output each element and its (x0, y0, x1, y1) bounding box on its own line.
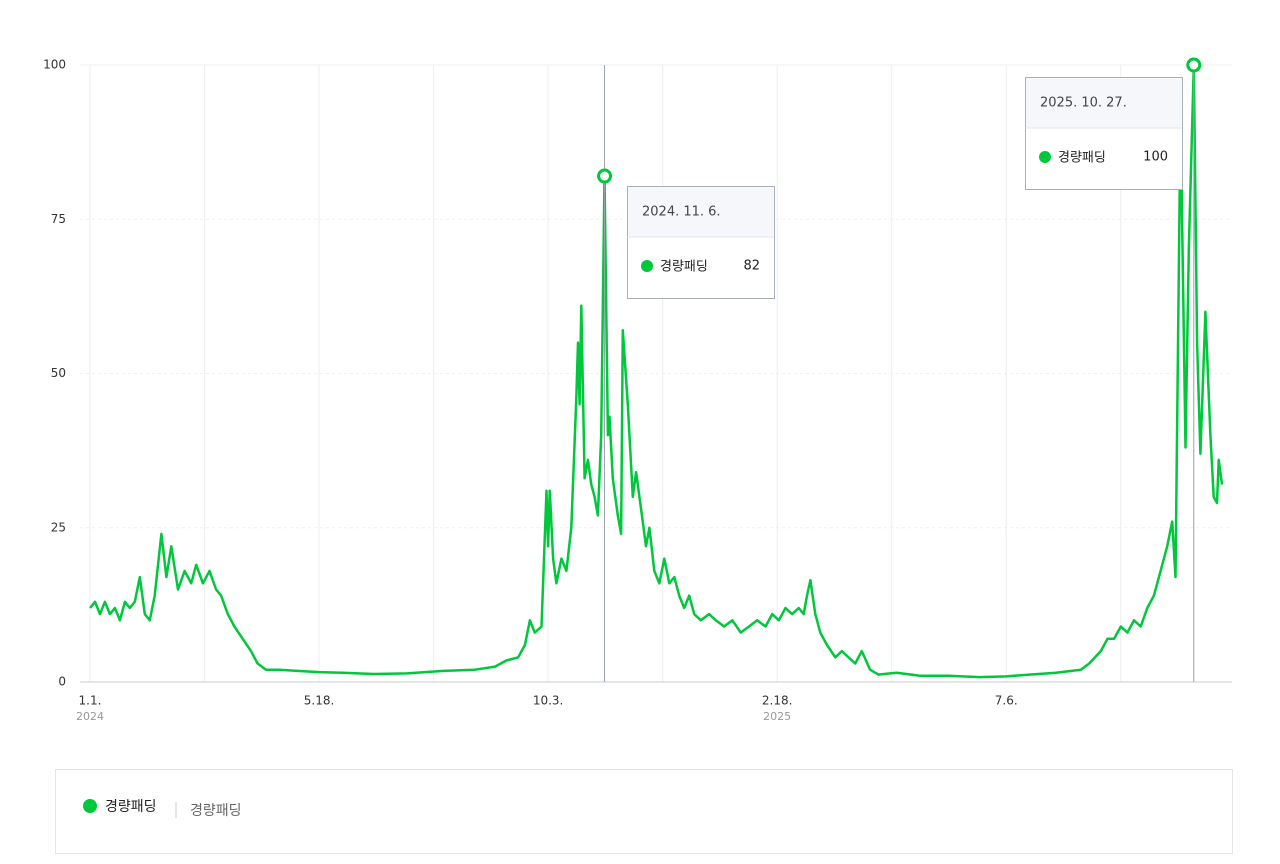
tooltip-dot (1039, 151, 1051, 163)
x-tick-label: 2.18. (762, 694, 793, 708)
y-tick-label: 100 (43, 58, 66, 72)
x-tick-year: 2025 (763, 710, 791, 723)
hover-marker (1186, 57, 1202, 73)
x-tick-year: 2024 (76, 710, 104, 723)
y-tick-label: 25 (51, 520, 66, 534)
tooltip-date: 2024. 11. 6. (642, 205, 721, 220)
tooltip-date: 2025. 10. 27. (1040, 96, 1127, 111)
y-tick-label: 0 (58, 675, 66, 689)
tooltip-header (628, 187, 774, 237)
tooltip-value: 100 (1143, 150, 1168, 165)
tooltip-value: 82 (743, 259, 760, 274)
hover-marker (597, 168, 613, 184)
y-tick-label: 75 (51, 212, 66, 226)
y-tick-label: 50 (51, 366, 66, 380)
tooltip-dot (641, 260, 653, 272)
series-line (89, 63, 1224, 679)
tooltip-series: 경량패딩 (1058, 151, 1106, 166)
legend-box (55, 769, 1233, 854)
x-tick-label: 7.6. (995, 694, 1018, 708)
legend-name: 경량패딩 (105, 799, 157, 815)
tooltip-series: 경량패딩 (660, 260, 708, 275)
x-tick-label: 10.3. (533, 694, 564, 708)
x-tick-label: 5.18. (304, 694, 335, 708)
legend-dot (83, 799, 97, 813)
x-tick-label: 1.1. (79, 694, 102, 708)
legend-keywords: 경량패딩 (190, 803, 242, 819)
tooltip-header (1026, 78, 1182, 128)
